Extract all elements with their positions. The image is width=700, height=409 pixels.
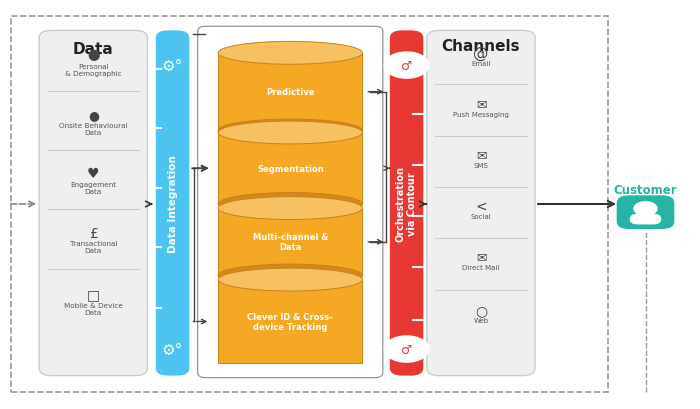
- Text: ✉: ✉: [476, 149, 486, 162]
- Text: ✉: ✉: [476, 98, 486, 111]
- Bar: [218, 133, 363, 204]
- Text: Multi-channel &
Data: Multi-channel & Data: [253, 233, 328, 252]
- Text: Personal
& Demographic: Personal & Demographic: [65, 63, 122, 76]
- Text: ♂: ♂: [401, 59, 412, 72]
- Bar: [218, 54, 363, 131]
- Text: Clever ID & Cross-
device Tracking: Clever ID & Cross- device Tracking: [247, 312, 333, 331]
- Text: Orchestration
via Contour: Orchestration via Contour: [395, 166, 417, 241]
- Text: ♥: ♥: [87, 167, 99, 181]
- Text: Data: Data: [73, 42, 113, 57]
- Ellipse shape: [218, 193, 363, 216]
- Bar: [11, 17, 608, 392]
- FancyBboxPatch shape: [630, 214, 662, 225]
- Bar: [218, 280, 363, 364]
- FancyBboxPatch shape: [617, 196, 674, 229]
- Text: Engagement
Data: Engagement Data: [70, 182, 116, 195]
- Text: <: <: [475, 200, 486, 213]
- Text: Push Messaging: Push Messaging: [453, 112, 509, 118]
- Text: ⚙°: ⚙°: [162, 342, 183, 357]
- Text: Data Integration: Data Integration: [167, 155, 178, 252]
- Ellipse shape: [218, 265, 363, 287]
- Text: ⚙°: ⚙°: [162, 58, 183, 73]
- Ellipse shape: [218, 122, 363, 144]
- Ellipse shape: [218, 197, 363, 220]
- Text: Transactional
Data: Transactional Data: [69, 241, 117, 254]
- Text: Predictive: Predictive: [266, 88, 314, 97]
- FancyBboxPatch shape: [197, 27, 383, 378]
- Text: @: @: [473, 46, 489, 61]
- Text: Channels: Channels: [442, 39, 520, 54]
- FancyBboxPatch shape: [39, 31, 148, 376]
- Text: □: □: [87, 287, 100, 301]
- Text: Segmentation: Segmentation: [257, 164, 323, 173]
- Ellipse shape: [218, 42, 363, 65]
- Text: ⬤: ⬤: [87, 50, 99, 61]
- Text: SMS: SMS: [474, 163, 489, 169]
- Text: Web: Web: [473, 318, 489, 324]
- Circle shape: [384, 53, 429, 79]
- Text: Customer: Customer: [614, 183, 678, 196]
- Ellipse shape: [218, 268, 363, 291]
- Circle shape: [384, 336, 429, 362]
- Text: ✉: ✉: [476, 251, 486, 264]
- Text: ○: ○: [475, 303, 487, 317]
- Text: Email: Email: [471, 61, 491, 67]
- Text: Direct Mail: Direct Mail: [462, 265, 500, 271]
- Ellipse shape: [218, 120, 363, 143]
- Text: Social: Social: [470, 214, 491, 220]
- FancyBboxPatch shape: [390, 31, 424, 376]
- Circle shape: [634, 202, 657, 216]
- Text: ●: ●: [88, 108, 99, 121]
- Text: ♂: ♂: [401, 343, 412, 356]
- Text: £: £: [89, 226, 98, 240]
- FancyBboxPatch shape: [156, 31, 189, 376]
- Text: Mobile & Device
Data: Mobile & Device Data: [64, 302, 122, 315]
- Bar: [218, 209, 363, 276]
- Text: Onsite Behavioural
Data: Onsite Behavioural Data: [59, 123, 127, 135]
- FancyBboxPatch shape: [427, 31, 535, 376]
